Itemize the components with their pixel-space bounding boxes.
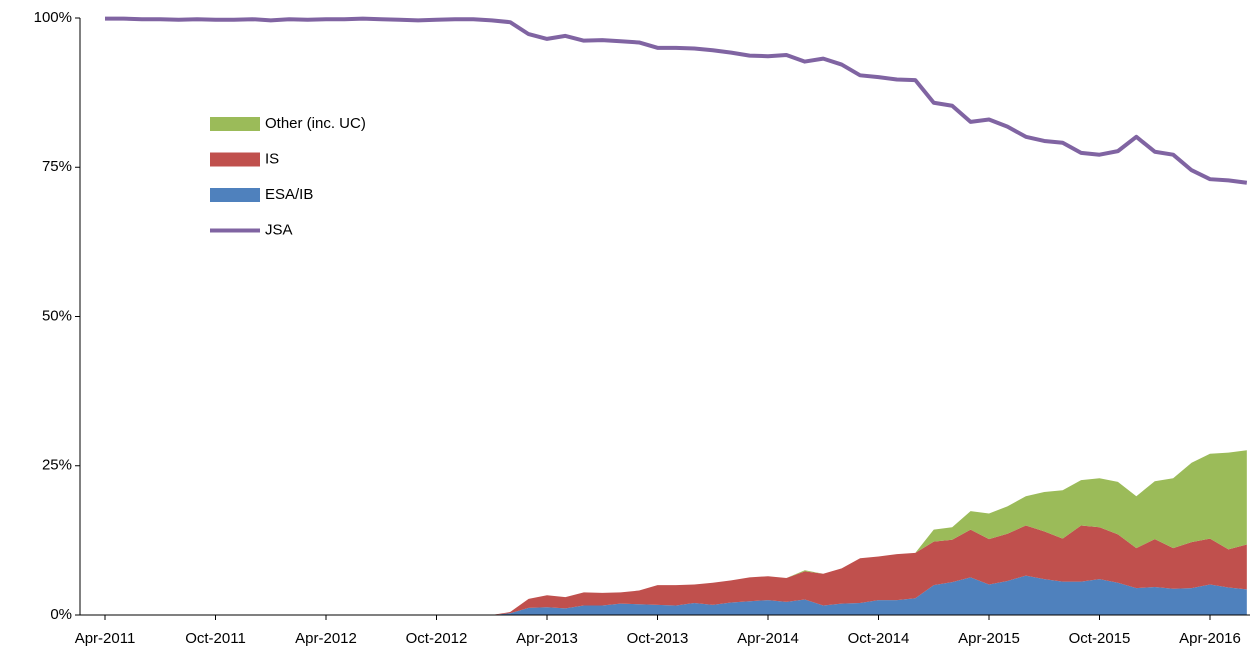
x-tick-label: Oct-2012 bbox=[406, 630, 468, 647]
x-tick-label: Oct-2011 bbox=[185, 630, 246, 647]
x-tick-label: Apr-2016 bbox=[1179, 630, 1241, 647]
legend-swatch bbox=[210, 188, 260, 202]
area bbox=[105, 575, 1247, 615]
x-tick-label: Oct-2013 bbox=[627, 630, 689, 647]
line bbox=[105, 16, 1248, 185]
legend-swatch bbox=[210, 117, 260, 131]
legend-label: ESA/IB bbox=[265, 186, 313, 203]
area bbox=[105, 525, 1247, 615]
y-tick-label: 25% bbox=[42, 457, 72, 474]
legend-label: JSA bbox=[265, 221, 293, 238]
x-tick-label: Apr-2012 bbox=[295, 630, 357, 647]
x-tick-label: Oct-2014 bbox=[848, 630, 910, 647]
legend-swatch bbox=[210, 152, 260, 167]
y-tick-label: 75% bbox=[42, 158, 72, 175]
legend-label: IS bbox=[265, 150, 279, 167]
x-tick-label: Apr-2014 bbox=[737, 630, 799, 647]
x-tick-label: Apr-2015 bbox=[958, 630, 1020, 647]
y-tick-label: 50% bbox=[42, 307, 72, 324]
x-tick-label: Apr-2013 bbox=[516, 630, 578, 647]
x-tick-label: Oct-2015 bbox=[1069, 630, 1131, 647]
legend-label: Other (inc. UC) bbox=[265, 115, 366, 132]
y-tick-label: 100% bbox=[34, 9, 72, 26]
x-tick-label: Apr-2011 bbox=[75, 630, 136, 647]
y-tick-label: 0% bbox=[50, 606, 72, 623]
